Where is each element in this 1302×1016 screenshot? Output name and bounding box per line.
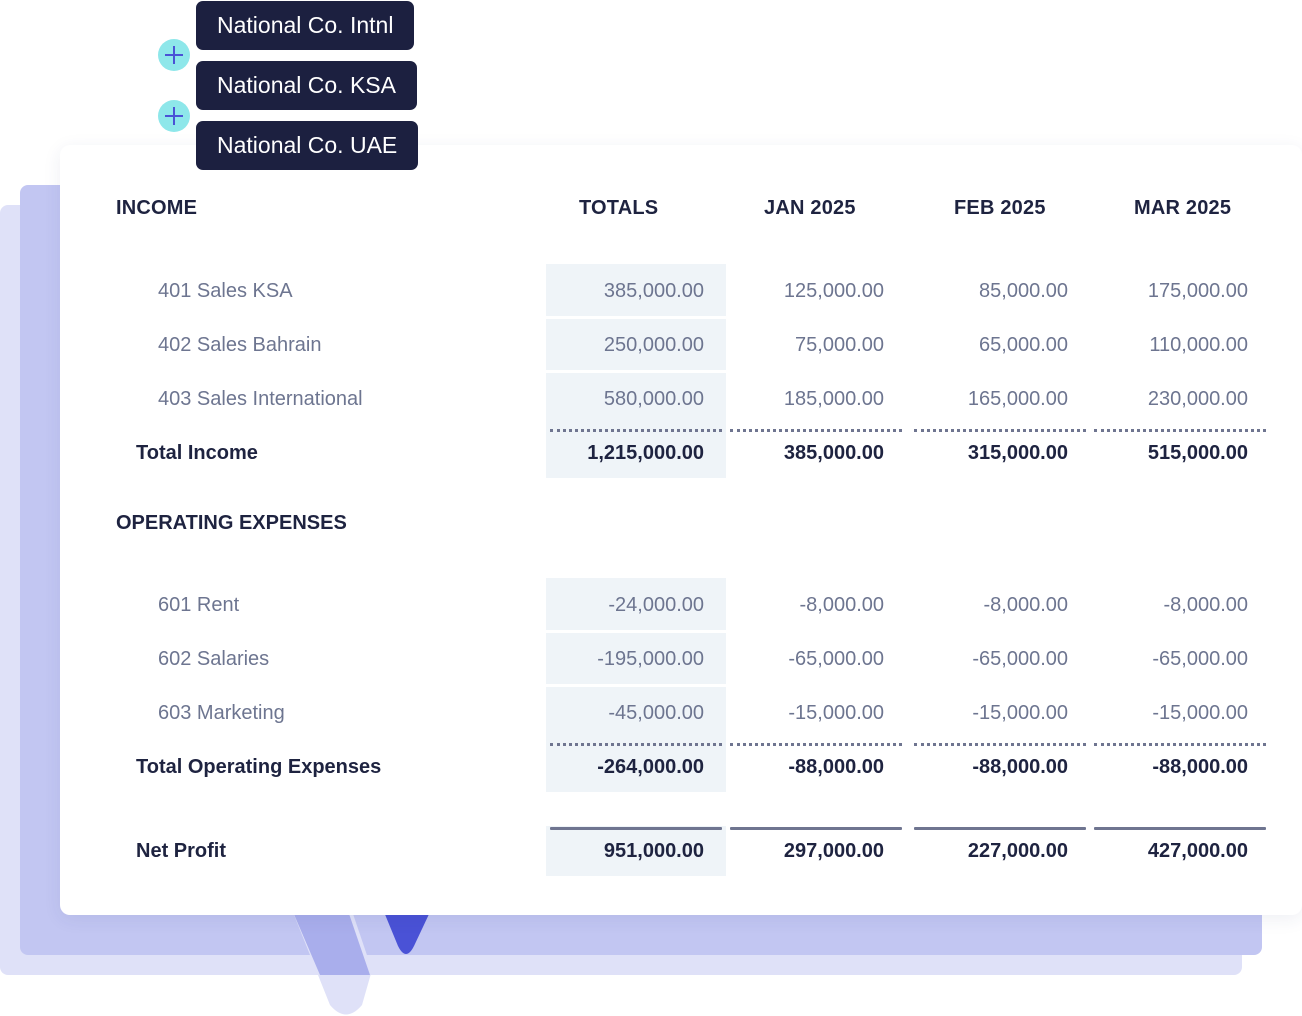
row-value-jan: 125,000.00: [783, 280, 884, 302]
row-total: -45,000.00: [608, 702, 704, 724]
total-expenses-jan: -88,000.00: [788, 756, 884, 778]
row-label: 602 Salaries: [158, 648, 270, 670]
row-separator: [546, 684, 726, 687]
row-value-mar: -8,000.00: [1163, 594, 1248, 616]
row-value-feb: -65,000.00: [972, 648, 1068, 670]
row-value-mar: -15,000.00: [1152, 702, 1248, 724]
total-expenses-mar: -88,000.00: [1152, 756, 1248, 778]
row-value-mar: 175,000.00: [1147, 280, 1248, 302]
solid-divider: [730, 827, 902, 830]
dotted-divider: [730, 743, 902, 746]
plus-icon[interactable]: [158, 100, 190, 132]
row-total: 250,000.00: [603, 334, 704, 356]
row-value-mar: 110,000.00: [1149, 334, 1248, 356]
dotted-divider: [550, 429, 722, 432]
column-header-feb: FEB 2025: [954, 197, 1046, 219]
row-value-jan: -8,000.00: [799, 594, 884, 616]
total-income-label: Total Income: [136, 442, 258, 464]
net-profit-feb: 227,000.00: [967, 840, 1068, 862]
row-total: 580,000.00: [603, 388, 704, 410]
entity-tag-ksa[interactable]: National Co. KSA: [196, 61, 417, 110]
dotted-divider: [914, 429, 1086, 432]
row-value-jan: 185,000.00: [783, 388, 884, 410]
row-label: 603 Marketing: [158, 702, 285, 724]
row-value-jan: 75,000.00: [795, 334, 884, 356]
plus-icon[interactable]: [158, 39, 190, 71]
dotted-divider: [914, 743, 1086, 746]
net-profit-total: 951,000.00: [603, 840, 704, 862]
row-label: 403 Sales International: [158, 388, 363, 410]
dotted-divider: [550, 743, 722, 746]
net-profit-jan: 297,000.00: [783, 840, 884, 862]
row-separator: [546, 370, 726, 373]
column-header-totals: TOTALS: [579, 197, 659, 219]
row-total: -195,000.00: [597, 648, 704, 670]
dotted-divider: [1094, 429, 1266, 432]
net-profit-label: Net Profit: [136, 840, 226, 862]
dotted-divider: [1094, 743, 1266, 746]
section-heading-expenses: OPERATING EXPENSES: [116, 512, 347, 534]
total-expenses-feb: -88,000.00: [972, 756, 1068, 778]
row-value-feb: 165,000.00: [967, 388, 1068, 410]
total-expenses-label: Total Operating Expenses: [136, 756, 382, 778]
row-value-jan: -15,000.00: [788, 702, 884, 724]
row-value-feb: 85,000.00: [979, 280, 1068, 302]
solid-divider: [550, 827, 722, 830]
row-value-jan: -65,000.00: [788, 648, 884, 670]
net-profit-mar: 427,000.00: [1147, 840, 1248, 862]
entity-tag-uae[interactable]: National Co. UAE: [196, 121, 419, 170]
dotted-divider: [730, 429, 902, 432]
section-heading-income: INCOME: [116, 197, 198, 219]
row-total: -24,000.00: [608, 594, 704, 616]
total-income-mar: 515,000.00: [1147, 442, 1248, 464]
entity-tag-intnl[interactable]: National Co. Intnl: [196, 1, 415, 50]
row-label: 601 Rent: [158, 594, 240, 616]
row-value-mar: 230,000.00: [1147, 388, 1248, 410]
row-value-mar: -65,000.00: [1152, 648, 1248, 670]
solid-divider: [914, 827, 1086, 830]
row-value-feb: 65,000.00: [979, 334, 1068, 356]
total-expenses-total: -264,000.00: [597, 756, 704, 778]
total-income-jan: 385,000.00: [783, 442, 884, 464]
column-header-mar: MAR 2025: [1134, 197, 1232, 219]
row-value-feb: -8,000.00: [983, 594, 1068, 616]
row-label: 401 Sales KSA: [158, 280, 293, 302]
column-header-jan: JAN 2025: [764, 197, 856, 219]
row-separator: [546, 316, 726, 319]
totals-column-net: [546, 826, 726, 876]
row-total: 385,000.00: [603, 280, 704, 302]
total-income-feb: 315,000.00: [967, 442, 1068, 464]
total-income-total: 1,215,000.00: [587, 442, 704, 464]
row-separator: [546, 630, 726, 633]
row-label: 402 Sales Bahrain: [158, 334, 322, 356]
solid-divider: [1094, 827, 1266, 830]
row-value-feb: -15,000.00: [972, 702, 1068, 724]
